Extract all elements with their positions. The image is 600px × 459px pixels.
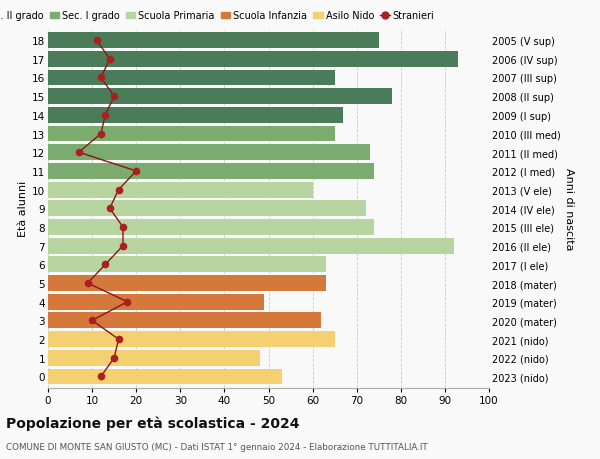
Bar	[48, 331, 335, 347]
Bar	[48, 201, 365, 217]
Bar	[48, 89, 392, 105]
Y-axis label: Anni di nascita: Anni di nascita	[565, 168, 574, 250]
Bar	[48, 33, 379, 49]
Text: COMUNE DI MONTE SAN GIUSTO (MC) - Dati ISTAT 1° gennaio 2024 - Elaborazione TUTT: COMUNE DI MONTE SAN GIUSTO (MC) - Dati I…	[6, 442, 428, 451]
Legend: Sec. II grado, Sec. I grado, Scuola Primaria, Scuola Infanzia, Asilo Nido, Stran: Sec. II grado, Sec. I grado, Scuola Prim…	[0, 11, 434, 22]
Bar	[48, 52, 458, 67]
Bar	[48, 145, 370, 161]
Bar	[48, 219, 374, 235]
Bar	[48, 163, 374, 179]
Bar	[48, 108, 343, 123]
Bar	[48, 313, 322, 329]
Bar	[48, 257, 326, 273]
Bar	[48, 369, 282, 385]
Bar	[48, 350, 260, 366]
Bar	[48, 238, 454, 254]
Bar	[48, 294, 264, 310]
Bar	[48, 126, 335, 142]
Text: Popolazione per età scolastica - 2024: Popolazione per età scolastica - 2024	[6, 415, 299, 430]
Bar	[48, 182, 313, 198]
Bar	[48, 275, 326, 291]
Bar	[48, 70, 335, 86]
Y-axis label: Età alunni: Età alunni	[18, 181, 28, 237]
